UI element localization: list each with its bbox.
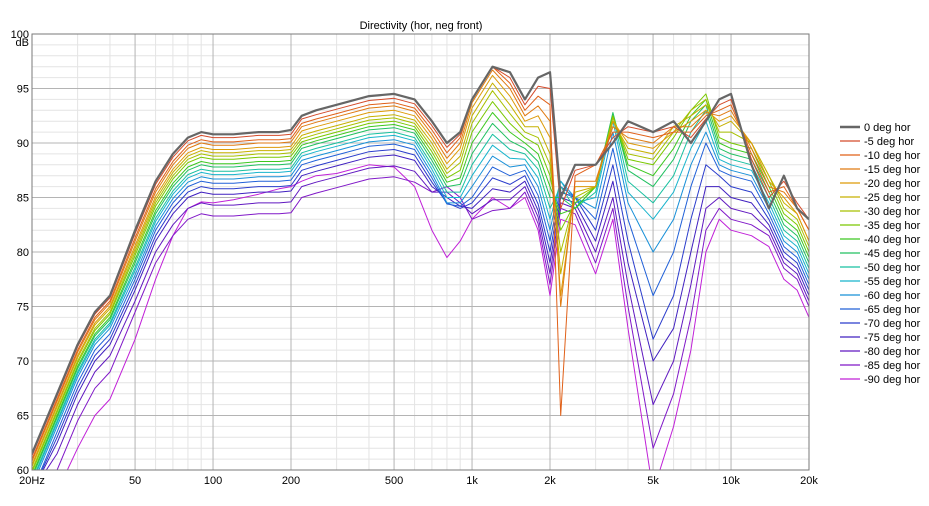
x-tick-label: 2k (544, 475, 556, 487)
legend-label: -75 deg hor (864, 332, 921, 344)
legend-label: -60 deg hor (864, 290, 921, 302)
series-line (36, 120, 809, 470)
x-tick-label: 5k (647, 475, 659, 487)
x-tick-label: 10k (722, 475, 740, 487)
series-line (33, 98, 809, 470)
legend-label: -15 deg hor (864, 164, 921, 176)
series-line (32, 90, 809, 470)
x-tick-label: 200 (282, 475, 300, 487)
x-tick-label: 500 (385, 475, 403, 487)
legend-label: -45 deg hor (864, 248, 921, 260)
plot-frame (31, 33, 810, 471)
y-tick-label: 100 (11, 29, 29, 41)
y-tick-label: 60 (17, 465, 29, 477)
series-line (32, 66, 809, 456)
legend-label: -40 deg hor (864, 234, 921, 246)
series-line (40, 142, 809, 470)
x-tick-label: 20Hz (19, 475, 45, 487)
legend-label: -65 deg hor (864, 304, 921, 316)
x-axis-tick-labels: 20Hz 50 100 200 500 1k 2k 5k 10k 20k (19, 475, 818, 487)
series-line (32, 69, 809, 462)
legend-label: -85 deg hor (864, 360, 921, 372)
y-tick-label: 65 (17, 411, 29, 423)
y-tick-label: 80 (17, 247, 29, 259)
y-axis-unit-label: dB (16, 37, 29, 49)
legend-label: -10 deg hor (864, 150, 921, 162)
legend-label: -20 deg hor (864, 178, 921, 190)
y-axis-tick-labels: 100 95 90 85 80 75 70 65 60 (11, 29, 29, 477)
y-tick-label: 70 (17, 356, 29, 368)
x-tick-label: 20k (800, 475, 818, 487)
y-tick-label: 90 (17, 138, 29, 150)
x-tick-label: 50 (129, 475, 141, 487)
series-line (34, 104, 809, 470)
y-tick-label: 85 (17, 193, 29, 205)
y-tick-label: 95 (17, 84, 29, 96)
series-line (32, 66, 809, 460)
series-line (32, 74, 809, 465)
series-line (42, 154, 809, 470)
series-line (32, 82, 809, 467)
legend-label: 0 deg hor (864, 122, 911, 134)
series-line (32, 65, 809, 455)
series-line (38, 131, 809, 470)
legend-label: -5 deg hor (864, 136, 914, 148)
legend: 0 deg hor -5 deg hor -10 deg hor -15 deg ho… (840, 122, 921, 386)
legend-label: -70 deg hor (864, 318, 921, 330)
series-line (66, 164, 809, 470)
legend-label: -90 deg hor (864, 374, 921, 386)
series-line (41, 149, 809, 470)
series-line (32, 93, 809, 470)
x-tick-label: 100 (204, 475, 222, 487)
x-tick-label: 1k (466, 475, 478, 487)
legend-label: -55 deg hor (864, 276, 921, 288)
minor-grid (32, 34, 809, 470)
legend-label: -30 deg hor (864, 206, 921, 218)
series-line (36, 109, 809, 470)
legend-label: -35 deg hor (864, 220, 921, 232)
series-layer (32, 65, 809, 470)
chart-title: Directivity (hor, neg front) (360, 20, 483, 32)
legend-label: -50 deg hor (864, 262, 921, 274)
legend-label: -25 deg hor (864, 192, 921, 204)
y-tick-label: 75 (17, 302, 29, 314)
legend-label: -80 deg hor (864, 346, 921, 358)
